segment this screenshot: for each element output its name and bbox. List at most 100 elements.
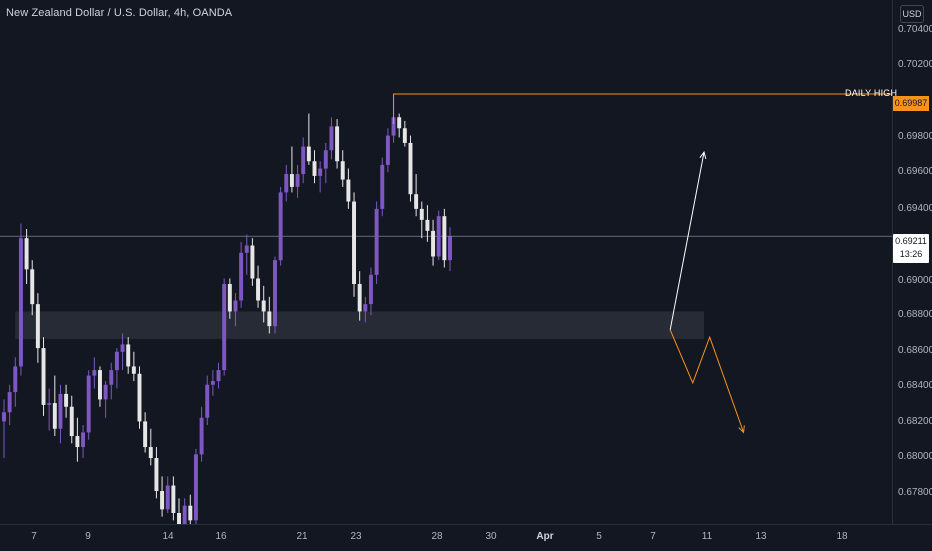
candle-body — [335, 126, 340, 162]
candle-body — [323, 150, 328, 169]
candle-body — [244, 245, 249, 253]
candle-body — [380, 164, 385, 209]
price-tick-label: 0.69800 — [898, 131, 932, 142]
candle-body — [368, 274, 373, 305]
candle-body — [284, 174, 289, 193]
candle-body — [18, 238, 23, 367]
bearish-projection-path — [669, 329, 745, 433]
candle-body — [346, 179, 351, 202]
candle-body — [75, 436, 80, 448]
candle-body — [109, 370, 114, 385]
price-tick-label: 0.68600 — [898, 345, 932, 356]
price-tick-label: 0.69000 — [898, 275, 932, 286]
candle-body — [41, 348, 46, 405]
daily-high-price-tag: 0.69987 — [893, 96, 929, 111]
candle-body — [318, 168, 323, 176]
candle-body — [188, 505, 193, 521]
candle-body — [289, 174, 294, 187]
candle-body — [52, 403, 57, 429]
candle-body — [273, 260, 277, 327]
candle-body — [374, 208, 379, 275]
candle-body — [216, 370, 221, 382]
candle-body — [35, 304, 40, 349]
price-tick-label: 0.69600 — [898, 166, 932, 177]
price-tick-label: 0.68200 — [898, 416, 932, 427]
candle-body — [24, 238, 29, 270]
candle-body — [165, 485, 170, 510]
time-tick-label: 7 — [31, 531, 37, 542]
candle-body — [143, 421, 148, 448]
candle-body — [363, 304, 368, 312]
time-tick-label: 28 — [431, 531, 443, 542]
candle-body — [120, 344, 125, 352]
price-tick-label: 0.68000 — [898, 451, 932, 462]
candle-body — [114, 351, 119, 371]
candle-body — [13, 366, 18, 393]
candle-body — [7, 392, 12, 413]
candle-body — [391, 117, 396, 136]
price-tick-label: 0.69400 — [898, 203, 932, 214]
candle-body — [239, 252, 244, 301]
time-tick-label: 7 — [650, 531, 656, 542]
candle-body — [352, 201, 357, 284]
candle-body — [92, 370, 97, 376]
candle-body — [385, 135, 390, 165]
time-tick-label: 23 — [350, 531, 362, 542]
candle-body — [442, 216, 447, 261]
time-tick-label: 21 — [296, 531, 308, 542]
time-axis[interactable] — [0, 524, 932, 551]
bar-countdown: 13:26 — [899, 249, 923, 259]
candle-body — [97, 370, 102, 400]
price-tick-label: 0.67800 — [898, 487, 932, 498]
candle-body — [312, 161, 317, 176]
time-tick-label: 9 — [85, 531, 91, 542]
candle-body — [177, 513, 181, 524]
candle-body — [193, 454, 198, 521]
candle-body — [227, 283, 232, 312]
candle-body — [160, 491, 165, 510]
daily-high-line — [393, 93, 892, 124]
candle-body — [69, 406, 74, 437]
time-tick-label: 16 — [215, 531, 227, 542]
candle-body — [199, 417, 204, 455]
currency-button[interactable]: USD — [900, 5, 924, 23]
time-tick-label: 30 — [485, 531, 497, 542]
candle-body — [171, 485, 176, 514]
candle-body — [86, 375, 91, 433]
candle-body — [436, 216, 441, 257]
candle-body — [414, 194, 419, 209]
candle-body — [397, 117, 402, 129]
price-tick-label: 0.68400 — [898, 380, 932, 391]
candle-body — [205, 384, 210, 418]
last-price-tag: 0.69211 13:26 — [893, 234, 929, 263]
candle-body — [267, 311, 272, 327]
candle-body — [103, 384, 108, 400]
candle-body — [148, 447, 153, 459]
time-tick-label: 18 — [836, 531, 848, 542]
candle-body — [340, 161, 345, 180]
candle-body — [250, 245, 255, 279]
projection-arrowhead — [699, 150, 707, 159]
candle-body — [126, 344, 131, 367]
price-tick-label: 0.68800 — [898, 309, 932, 320]
candle-body — [210, 381, 215, 385]
symbol-title: New Zealand Dollar / U.S. Dollar, 4h, OA… — [6, 7, 233, 19]
candle-body — [261, 300, 266, 312]
candle-body — [278, 192, 283, 261]
candle-body — [419, 208, 424, 220]
candle-body — [30, 269, 35, 305]
candle-body — [301, 146, 306, 175]
bullish-projection-path — [669, 151, 705, 330]
candle-body — [64, 393, 69, 407]
last-price-value: 0.69211 — [895, 236, 927, 246]
candle-body — [357, 283, 362, 312]
candle-body — [431, 230, 436, 257]
candle-body — [402, 128, 407, 143]
daily-high-label: DAILY HIGH — [845, 88, 898, 98]
candle-body — [137, 373, 142, 422]
candle-body — [81, 432, 86, 448]
candle-body — [306, 146, 311, 162]
candle-body — [2, 412, 6, 422]
chart-canvas[interactable] — [0, 0, 892, 524]
candle-body — [47, 403, 52, 405]
